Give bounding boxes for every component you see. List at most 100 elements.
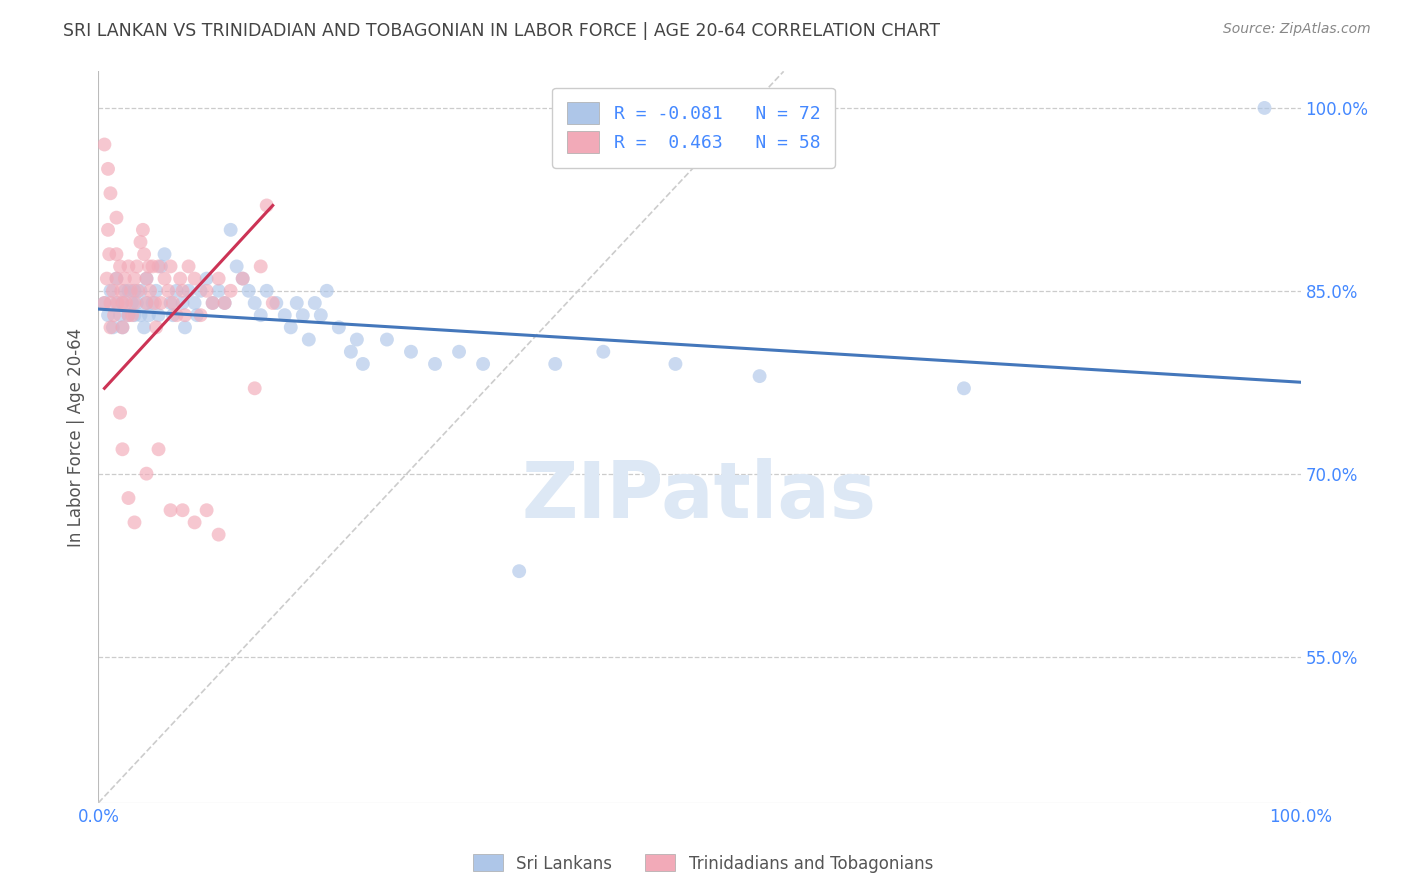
Point [256,198,278,212]
Point [125,296,148,310]
Point [93,296,115,310]
Point [124,271,146,285]
Point [214,296,236,310]
Legend: Sri Lankans, Trinidadians and Tobagonians: Sri Lankans, Trinidadians and Tobagonian… [467,847,939,880]
Point [111,320,134,334]
Point [183,296,205,310]
Point [953,381,976,395]
Point [117,308,139,322]
Point [238,284,260,298]
Point [100,284,122,298]
Point [96,271,118,285]
Point [135,467,157,481]
Point [166,308,188,322]
Point [256,284,278,298]
Point [447,344,470,359]
Point [148,442,170,457]
Point [93,296,115,310]
Point [157,284,180,298]
Point [98,247,121,261]
Point [399,344,422,359]
Point [101,320,124,334]
Point [132,223,155,237]
Point [304,296,326,310]
Point [195,503,218,517]
Point [153,271,176,285]
Point [115,296,138,310]
Legend: R = -0.081   N = 72, R =  0.463   N = 58: R = -0.081 N = 72, R = 0.463 N = 58 [553,87,835,168]
Point [105,247,128,261]
Point [232,271,254,285]
Point [423,357,446,371]
Point [172,284,194,298]
Point [105,271,128,285]
Point [208,271,231,285]
Point [159,260,181,274]
Point [145,284,167,298]
Point [117,491,139,505]
Point [105,211,128,225]
Point [148,308,170,322]
Point [111,320,134,334]
Point [159,296,181,310]
Point [97,223,120,237]
Point [108,406,131,420]
Point [97,161,120,176]
Point [298,333,321,347]
Point [139,284,162,298]
Point [159,503,181,517]
Point [201,296,224,310]
Point [266,296,288,310]
Point [117,308,139,322]
Point [141,260,163,274]
Point [232,271,254,285]
Point [177,260,200,274]
Point [108,260,131,274]
Point [172,296,194,310]
Point [195,271,218,285]
Point [748,369,770,384]
Point [195,284,218,298]
Point [169,271,191,285]
Point [274,308,297,322]
Point [108,308,131,322]
Point [249,308,271,322]
Point [166,284,188,298]
Point [280,320,302,334]
Point [121,296,143,310]
Point [110,284,132,298]
Point [309,308,332,322]
Point [149,296,172,310]
Point [111,296,134,310]
Point [352,357,374,371]
Point [129,235,152,249]
Y-axis label: In Labor Force | Age 20-64: In Labor Force | Age 20-64 [66,327,84,547]
Point [544,357,567,371]
Point [664,357,686,371]
Point [508,564,530,578]
Point [315,284,337,298]
Point [328,320,350,334]
Point [138,308,160,322]
Point [100,296,122,310]
Point [162,308,184,322]
Point [225,260,247,274]
Point [111,296,134,310]
Point [174,320,197,334]
Point [243,296,266,310]
Point [375,333,398,347]
Point [105,271,128,285]
Point [145,320,167,334]
Point [148,260,170,274]
Point [101,284,124,298]
Point [208,284,231,298]
Point [129,284,152,298]
Point [592,344,614,359]
Point [249,260,271,274]
Point [262,296,284,310]
Point [127,284,149,298]
Point [117,260,139,274]
Point [114,284,136,298]
Point [143,296,166,310]
Point [138,260,160,274]
